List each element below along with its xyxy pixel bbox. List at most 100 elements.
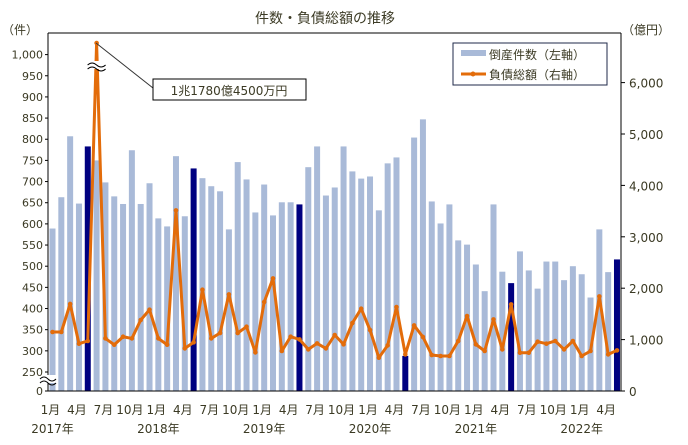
line-point bbox=[323, 346, 329, 351]
bar bbox=[164, 226, 171, 391]
line-point bbox=[376, 355, 382, 360]
bar bbox=[490, 204, 497, 391]
bar bbox=[278, 202, 285, 391]
line-point bbox=[614, 348, 620, 353]
x-tick-label: 4月 bbox=[385, 403, 405, 417]
line-point bbox=[129, 336, 135, 341]
left-tick-label: 300 bbox=[22, 345, 43, 358]
line-point bbox=[217, 330, 223, 336]
x-tick-label: 4月 bbox=[67, 403, 87, 417]
bar bbox=[261, 184, 268, 391]
right-tick-label: 5,000 bbox=[629, 128, 663, 142]
chart-title: 件数・負債総額の推移 bbox=[255, 11, 395, 27]
line-point bbox=[385, 343, 390, 348]
left-tick-label: 1,000 bbox=[12, 49, 44, 62]
bar bbox=[252, 212, 259, 391]
bar bbox=[561, 280, 568, 391]
bar bbox=[270, 215, 276, 391]
left-tick-label: 550 bbox=[22, 239, 43, 252]
line-point bbox=[270, 276, 276, 281]
line-point bbox=[429, 352, 435, 358]
line-point bbox=[305, 347, 311, 352]
left-tick-label: 750 bbox=[22, 154, 43, 167]
line-point bbox=[394, 304, 399, 310]
line-point bbox=[297, 337, 302, 342]
line-point bbox=[517, 350, 523, 356]
bar bbox=[208, 186, 215, 391]
line-point bbox=[164, 342, 170, 348]
line-point bbox=[597, 294, 602, 299]
legend-bar-label: 倒産件数（左軸） bbox=[489, 47, 585, 62]
left-tick-label: 800 bbox=[22, 133, 43, 146]
bar bbox=[146, 183, 153, 391]
bar bbox=[428, 201, 435, 391]
line-point bbox=[261, 299, 267, 305]
line-point bbox=[570, 338, 576, 344]
line-point bbox=[464, 313, 470, 319]
right-tick-label: 6,000 bbox=[629, 77, 663, 91]
line-point bbox=[358, 306, 364, 312]
left-axis-unit: （件） bbox=[2, 23, 38, 37]
bar bbox=[613, 259, 620, 391]
bar bbox=[605, 272, 612, 391]
annotation-box bbox=[152, 78, 307, 101]
bar bbox=[525, 270, 532, 391]
line-point bbox=[103, 336, 108, 341]
right-tick-label: 3,000 bbox=[629, 231, 663, 245]
line-point bbox=[76, 341, 82, 347]
bar bbox=[314, 146, 321, 391]
bar bbox=[128, 150, 135, 391]
bar bbox=[58, 197, 65, 391]
right-tick-label: 2,000 bbox=[629, 282, 663, 296]
x-tick-label: 7月 bbox=[94, 403, 114, 417]
bar bbox=[217, 191, 224, 391]
line-point bbox=[173, 208, 179, 213]
bar bbox=[111, 196, 118, 391]
x-tick-label: 4月 bbox=[596, 403, 616, 417]
line-point bbox=[208, 336, 214, 341]
x-tick-label: 10月 bbox=[434, 403, 461, 417]
bar bbox=[243, 179, 250, 391]
bar bbox=[322, 195, 329, 391]
line-point bbox=[411, 323, 417, 328]
line-point bbox=[191, 340, 196, 345]
year-label: 2017年 bbox=[31, 422, 74, 436]
bar bbox=[596, 229, 603, 391]
bar bbox=[499, 271, 506, 391]
line-point bbox=[508, 302, 514, 307]
line-point bbox=[438, 353, 443, 359]
line-point bbox=[138, 317, 143, 323]
line-point bbox=[561, 347, 567, 352]
x-tick-label: 1月 bbox=[570, 403, 590, 417]
x-tick-label: 7月 bbox=[305, 403, 325, 417]
x-tick-label: 7月 bbox=[199, 403, 219, 417]
x-tick-label: 7月 bbox=[517, 403, 537, 417]
left-tick-label: 650 bbox=[22, 197, 43, 210]
left-tick-label: 600 bbox=[22, 218, 43, 231]
x-tick-label: 1月 bbox=[464, 403, 484, 417]
line-point bbox=[111, 342, 117, 348]
year-label: 2018年 bbox=[137, 422, 180, 436]
line-point bbox=[85, 338, 91, 344]
bar bbox=[199, 178, 206, 391]
line-point bbox=[332, 332, 338, 338]
bar bbox=[93, 160, 100, 391]
right-tick-label: 4,000 bbox=[629, 179, 663, 193]
left-tick-label: 250 bbox=[22, 366, 43, 379]
line-point bbox=[67, 301, 73, 307]
left-tick-label: 400 bbox=[22, 303, 43, 316]
bar bbox=[234, 162, 241, 391]
bar bbox=[137, 203, 144, 391]
x-tick-label: 1月 bbox=[41, 403, 61, 417]
line-point bbox=[552, 338, 558, 344]
x-tick-label: 10月 bbox=[328, 403, 355, 417]
line-point bbox=[350, 320, 355, 326]
x-tick-label: 10月 bbox=[540, 403, 567, 417]
line-point bbox=[491, 317, 496, 322]
line-point bbox=[526, 350, 532, 356]
x-tick-label: 7月 bbox=[411, 403, 431, 417]
line-point bbox=[579, 353, 584, 359]
left-tick-label: 850 bbox=[22, 112, 43, 125]
x-tick-label: 1月 bbox=[252, 403, 272, 417]
year-label: 2020年 bbox=[349, 422, 392, 436]
